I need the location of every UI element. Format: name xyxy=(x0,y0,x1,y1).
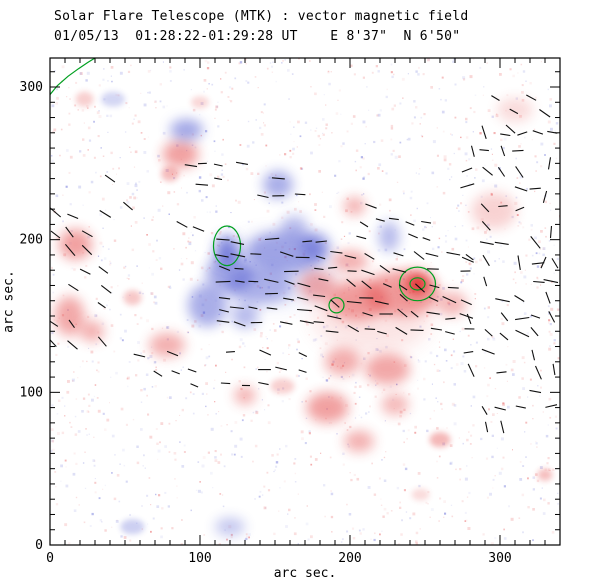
x-tick-label: 0 xyxy=(46,551,54,566)
chart-title: Solar Flare Telescope (MTK) : vector mag… xyxy=(54,9,469,24)
y-axis-label: arc sec. xyxy=(1,270,17,333)
y-tick-label: 100 xyxy=(20,385,43,400)
contour-layer xyxy=(50,58,437,314)
x-tick-label: 200 xyxy=(338,551,361,566)
y-tick-label: 0 xyxy=(35,538,43,553)
chart-subtitle: 01/05/13 01:28:22-01:29:28 UT E 8'37" N … xyxy=(54,29,461,44)
polarity-blob-layer xyxy=(54,91,553,536)
x-axis-label: arc sec. xyxy=(273,566,337,581)
x-tick-label: 300 xyxy=(488,551,511,566)
vector-field-layer xyxy=(50,94,559,434)
axes-layer: 0 100 200 300 0 100 200 300 xyxy=(20,57,561,566)
y-tick-label: 200 xyxy=(20,233,43,248)
x-tick-label: 100 xyxy=(188,551,211,566)
y-tick-label: 300 xyxy=(20,80,43,95)
